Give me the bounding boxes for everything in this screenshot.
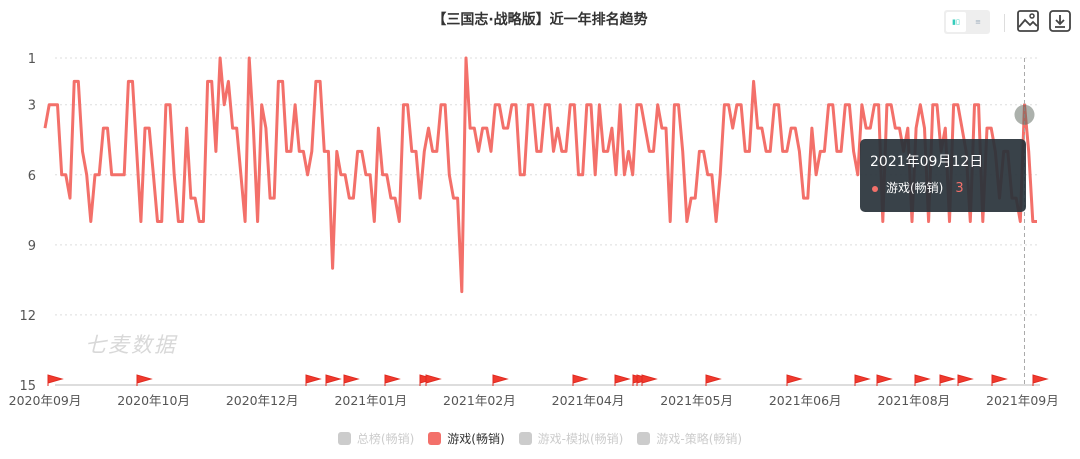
legend-swatch bbox=[428, 432, 442, 445]
y-tick-label: 1 bbox=[28, 52, 36, 67]
x-tick-label: 2021年02月 bbox=[443, 393, 516, 408]
legend-label: 总榜(畅销) bbox=[356, 432, 415, 446]
event-flag-icon bbox=[786, 374, 803, 386]
legend-swatch bbox=[337, 432, 351, 445]
y-tick-label: 12 bbox=[19, 309, 36, 324]
legend-item-overall[interactable]: 总榜(畅销) bbox=[337, 430, 415, 447]
x-tick-label: 2021年04月 bbox=[552, 393, 625, 408]
x-tick-label: 2021年09月 bbox=[986, 393, 1059, 408]
x-tick-label: 2020年09月 bbox=[9, 393, 82, 408]
legend-swatch bbox=[637, 432, 651, 445]
legend-label: 游戏(畅销) bbox=[447, 432, 505, 446]
event-flag-icon bbox=[425, 374, 442, 386]
event-flag-icon bbox=[876, 374, 893, 386]
legend-label: 游戏-策略(畅销) bbox=[656, 432, 743, 446]
x-tick-label: 2021年01月 bbox=[334, 393, 407, 408]
event-flag-icon bbox=[914, 374, 931, 386]
tooltip-date: 2021年09月12日 bbox=[870, 154, 984, 170]
tooltip: 2021年09月12日 游戏(畅销) 3 bbox=[860, 139, 1026, 212]
y-tick-label: 6 bbox=[28, 169, 36, 184]
legend-label: 游戏-模拟(畅销) bbox=[537, 432, 624, 446]
legend-item-strategy[interactable]: 游戏-策略(畅销) bbox=[637, 430, 742, 447]
event-flag-icon bbox=[47, 374, 64, 386]
event-flag-icon bbox=[384, 374, 401, 386]
x-tick-label: 2020年10月 bbox=[117, 393, 190, 408]
event-flag-icon bbox=[492, 374, 509, 386]
y-tick-label: 3 bbox=[28, 99, 36, 114]
event-flag-icon bbox=[325, 374, 342, 386]
legend-item-simulation[interactable]: 游戏-模拟(畅销) bbox=[518, 430, 624, 447]
view-toggle[interactable]: ▮▯ ≡ bbox=[944, 10, 990, 34]
y-tick-label: 9 bbox=[28, 239, 36, 254]
bar-chart-icon[interactable]: ▮▯ bbox=[946, 12, 966, 32]
list-icon[interactable]: ≡ bbox=[975, 18, 981, 26]
x-tick-label: 2021年06月 bbox=[769, 393, 842, 408]
chart-title: 【三国志·战略版】近一年排名趋势 bbox=[432, 12, 648, 28]
watermark-logo: 七麦数据 bbox=[85, 333, 177, 357]
event-flag-icon bbox=[1032, 374, 1049, 386]
image-icon[interactable] bbox=[1016, 9, 1040, 33]
event-flag-icon bbox=[136, 374, 153, 386]
event-flag-icon bbox=[641, 374, 658, 386]
x-tick-label: 2021年05月 bbox=[660, 393, 733, 408]
x-tick-label: 2021年08月 bbox=[877, 393, 950, 408]
event-flag-icon bbox=[854, 374, 871, 386]
x-tick-label: 2020年12月 bbox=[226, 393, 299, 408]
divider bbox=[1004, 14, 1005, 32]
event-flag-icon bbox=[614, 374, 631, 386]
event-flag-icon bbox=[991, 374, 1008, 386]
download-icon[interactable] bbox=[1048, 9, 1072, 33]
y-tick-label: 15 bbox=[19, 379, 36, 394]
event-flag-icon bbox=[957, 374, 974, 386]
event-flag-icon bbox=[343, 374, 360, 386]
tooltip-series: 游戏(畅销) bbox=[886, 181, 944, 195]
tooltip-value: 3 bbox=[955, 181, 964, 196]
legend: 总榜(畅销) 游戏(畅销) 游戏-模拟(畅销) 游戏-策略(畅销) bbox=[0, 430, 1080, 447]
highlight-marker bbox=[1014, 104, 1035, 125]
event-flag-icon bbox=[705, 374, 722, 386]
legend-swatch bbox=[518, 432, 532, 445]
series-dot-icon bbox=[872, 185, 878, 192]
event-flag-icon bbox=[939, 374, 956, 386]
event-flag-icon bbox=[305, 374, 322, 386]
legend-item-games[interactable]: 游戏(畅销) bbox=[428, 430, 505, 447]
event-flag-icon bbox=[572, 374, 589, 386]
